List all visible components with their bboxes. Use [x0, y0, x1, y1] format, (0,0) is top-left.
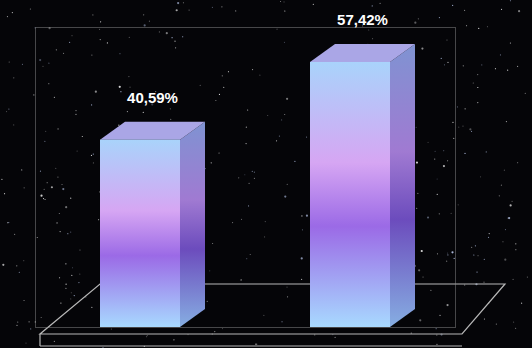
svg-text:57,42%: 57,42% [337, 11, 388, 28]
svg-text:40,59%: 40,59% [127, 89, 178, 106]
